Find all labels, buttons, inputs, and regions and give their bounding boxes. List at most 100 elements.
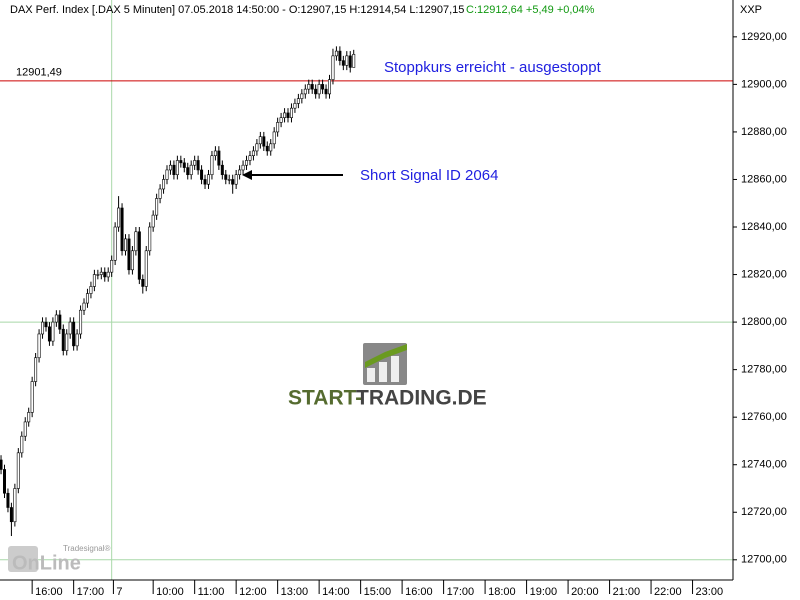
candle-body — [96, 274, 100, 276]
x-tick-label: 10:00 — [156, 586, 184, 598]
candle-body — [317, 84, 321, 95]
y-tick-label: 12780,00 — [741, 364, 787, 376]
candle-body — [255, 143, 259, 152]
candle-body — [34, 357, 38, 382]
candle-body — [137, 231, 141, 280]
candle-body — [44, 321, 48, 328]
logo-small: Tradesignal® — [63, 544, 111, 553]
candle-body — [269, 143, 273, 152]
candle-body — [234, 174, 238, 185]
candle-body — [248, 155, 252, 161]
candle-body — [106, 271, 110, 278]
y-tick-label: 12760,00 — [741, 411, 787, 423]
y-tick-label: 12900,00 — [741, 78, 787, 90]
candle-body — [331, 55, 335, 80]
candle-body — [279, 117, 283, 123]
candle-body — [203, 179, 207, 185]
candle-body — [134, 231, 138, 252]
candle-body — [245, 160, 249, 166]
x-tick-label: 7 — [116, 586, 122, 598]
x-tick-label: 18:00 — [488, 586, 516, 598]
candle-body — [196, 160, 200, 171]
candle-body — [79, 309, 83, 335]
candle-body — [130, 250, 134, 271]
candle-body — [286, 112, 290, 118]
candle-body — [23, 421, 27, 437]
candle-body — [68, 321, 72, 335]
candle-body — [186, 167, 190, 176]
candle-body — [144, 250, 148, 287]
candle-body — [120, 207, 124, 252]
candle-body — [345, 55, 349, 66]
candle-body — [41, 321, 45, 335]
candle-body — [324, 88, 328, 95]
x-tick-label: 23:00 — [696, 586, 724, 598]
candle-body — [289, 107, 293, 118]
candle-body — [179, 160, 183, 164]
y-tick-label: 12700,00 — [741, 554, 787, 566]
x-tick-label: 13:00 — [281, 586, 309, 598]
candle-body — [272, 131, 276, 145]
candle-body — [213, 150, 217, 156]
reference-label: 12901,49 — [16, 67, 62, 79]
x-tick-label: 14:00 — [322, 586, 350, 598]
candle-body — [348, 55, 352, 68]
x-tick-label: 21:00 — [613, 586, 641, 598]
candle-body — [296, 98, 300, 104]
signal-arrow — [242, 170, 343, 180]
header-change: C:12912,64 +5,49 +0,04% — [466, 4, 595, 16]
candle-body — [227, 179, 231, 181]
candle-body — [293, 103, 297, 109]
candle-body — [321, 84, 325, 90]
candle-body — [210, 155, 214, 176]
candle-body — [155, 198, 159, 216]
watermark-a: START- — [288, 387, 362, 410]
watermark-icon — [363, 343, 407, 385]
candle-body — [300, 93, 304, 99]
y-tick-label: 12840,00 — [741, 221, 787, 233]
candle-body — [258, 136, 262, 145]
x-tick-label: 19:00 — [530, 586, 558, 598]
axis-label: XXP — [740, 4, 762, 16]
y-tick-label: 12880,00 — [741, 126, 787, 138]
candle-body — [189, 164, 193, 176]
candle-body — [13, 488, 17, 523]
candle-body — [103, 271, 107, 278]
watermark-b: TRADING.DE — [356, 387, 487, 410]
candle-body — [30, 381, 34, 413]
candle-body — [193, 160, 197, 166]
y-tick-label: 12860,00 — [741, 173, 787, 185]
y-tick-label: 12800,00 — [741, 316, 787, 328]
candle-body — [265, 145, 269, 152]
candle-body — [283, 112, 287, 118]
candle-body — [158, 188, 162, 199]
candle-body — [124, 238, 128, 252]
x-tick-label: 17:00 — [77, 586, 105, 598]
candle-body — [220, 164, 224, 176]
x-tick-label: 16:00 — [35, 586, 63, 598]
candle-body — [328, 79, 332, 95]
candle-body — [217, 150, 221, 166]
x-tick-label: 11:00 — [198, 586, 225, 598]
signal-annotation: Short Signal ID 2064 — [360, 167, 498, 184]
candle-body — [61, 328, 65, 351]
candle-body — [310, 84, 314, 90]
candle-body — [148, 226, 152, 252]
candle-body — [200, 169, 204, 180]
candle-body — [276, 122, 280, 133]
x-tick-label: 16:00 — [405, 586, 433, 598]
candle-body — [168, 164, 172, 171]
candle-body — [0, 459, 3, 470]
candle-body — [85, 293, 89, 304]
candle-body — [224, 174, 228, 180]
candle-body — [341, 60, 345, 66]
candle-body — [9, 507, 13, 523]
candle-body — [89, 286, 93, 294]
candle-body — [162, 179, 166, 190]
candle-body — [54, 314, 58, 323]
candle-body — [251, 150, 255, 156]
candle-body — [58, 314, 62, 330]
header-text: DAX Perf. Index [.DAX 5 Minuten] 07.05.2… — [10, 4, 464, 16]
